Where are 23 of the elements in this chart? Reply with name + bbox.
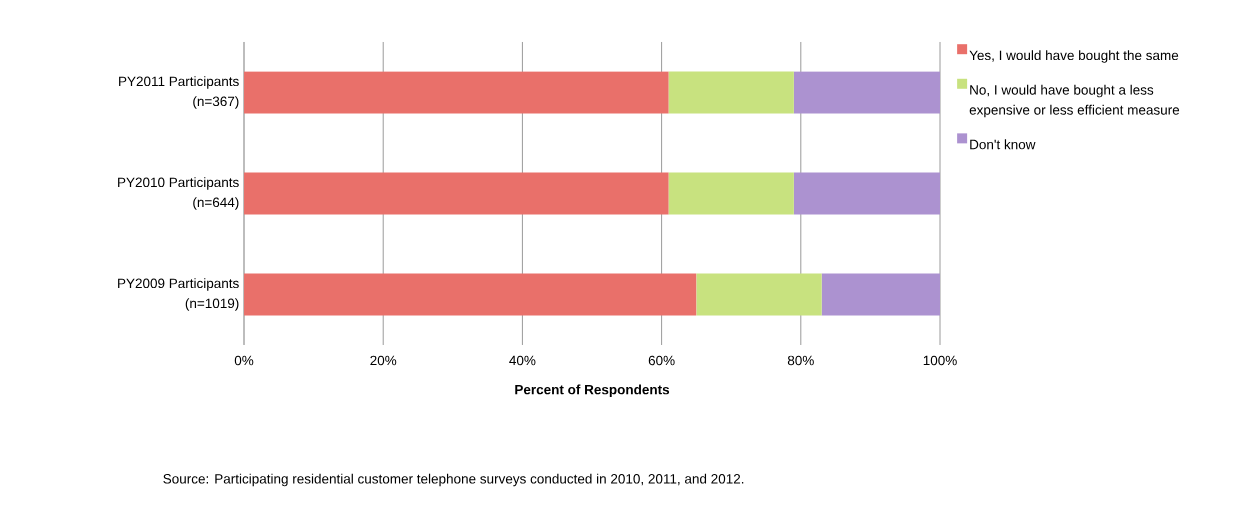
bar — [668, 172, 794, 215]
source-note: Source: Participating residential customer telephone surveys conducted in 2010, 2011, and 2012. — [163, 473, 744, 487]
bar — [793, 172, 940, 215]
x-axis-title: Percent of Respondents — [515, 384, 670, 398]
x-tick-label: 40% — [509, 355, 536, 366]
x-tick-label: 100% — [923, 355, 957, 366]
x-tick-label: 20% — [370, 355, 397, 366]
bar — [696, 273, 822, 316]
bar — [244, 71, 669, 114]
bar — [244, 172, 669, 215]
y-tick-label: PY2009 Participants (n=1019) — [118, 278, 239, 311]
y-tick-label: PY2010 Participants (n=644) — [118, 177, 239, 210]
y-tick-label: PY2011 Participants (n=367) — [119, 76, 239, 109]
bar — [668, 71, 794, 114]
x-tick-label: 60% — [648, 355, 675, 366]
legend-label: Yes, I would have bought the same — [969, 50, 1179, 63]
bar — [821, 273, 940, 316]
x-tick-label: 0% — [234, 355, 254, 366]
bar — [244, 273, 697, 316]
legend-label: No, I would have bought a less expensive or less efficient measure — [969, 84, 1180, 118]
bar — [793, 71, 940, 114]
x-tick-label: 80% — [787, 355, 814, 366]
legend-label: Don't know — [970, 139, 1036, 150]
